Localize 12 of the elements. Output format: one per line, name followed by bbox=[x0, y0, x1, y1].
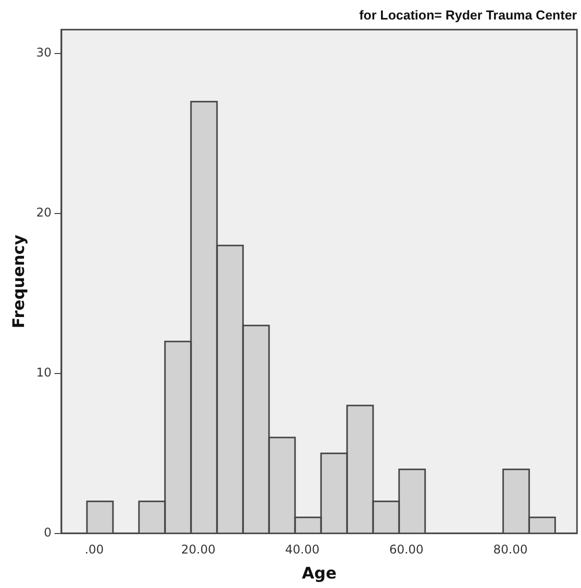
y-tick-label: 20 bbox=[36, 206, 52, 220]
x-tick-label: 60.00 bbox=[389, 542, 424, 557]
x-tick-label: 80.00 bbox=[493, 542, 528, 557]
y-tick-label: 0 bbox=[44, 526, 52, 540]
y-tick-label: 30 bbox=[36, 46, 52, 60]
x-tick-label: .00 bbox=[84, 542, 104, 557]
chart-title: for Location= Ryder Trauma Center bbox=[359, 7, 577, 22]
x-tick-label: 20.00 bbox=[181, 542, 216, 557]
x-tick-label: 40.00 bbox=[285, 542, 320, 557]
y-axis-title: Frequency bbox=[8, 234, 28, 328]
y-tick-label: 10 bbox=[36, 366, 52, 380]
x-axis-title: Age bbox=[302, 564, 337, 583]
